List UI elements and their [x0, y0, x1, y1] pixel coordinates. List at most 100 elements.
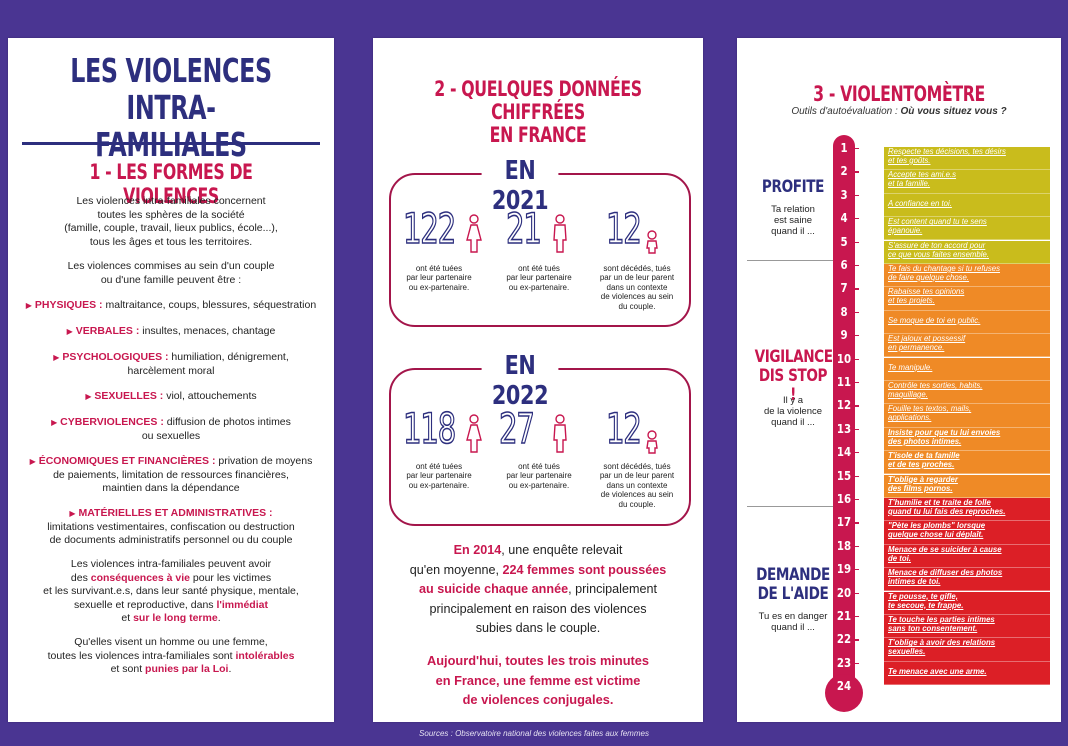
zone-text: Ta relation est saine quand il ...: [745, 204, 841, 237]
form-psychologiques: ▶ PSYCHOLOGIQUES : humiliation, dénigrem…: [20, 351, 322, 378]
scale-item: Insiste pour que tu lui envoies des photo…: [884, 427, 1050, 451]
item-text: Accepte tes ami.e.s: [888, 170, 957, 180]
scale-item: T'oblige à regarder des films pornos.: [884, 474, 1050, 498]
text-span: sexuelle et reproductive, dans: [74, 598, 217, 611]
scale-item: Est jaloux et possessif en permanence.: [884, 334, 1050, 358]
item-text: Te fais du chantage si tu refuses: [888, 264, 1000, 273]
zone-separator: [747, 260, 837, 261]
scale-number: 10: [836, 351, 852, 366]
zone-line: est saine: [773, 215, 813, 226]
intro2-line: Les violences commises au sein d'un coup…: [67, 260, 275, 272]
man-figure-icon: [553, 214, 567, 253]
scale-number: 17: [836, 515, 852, 530]
item-text: Fouille tes textos, mails,: [888, 404, 972, 414]
woman-figure-icon: [466, 214, 482, 253]
form-label: PHYSIQUES :: [34, 299, 103, 311]
scale-tick: [854, 545, 859, 547]
woman-figure-icon: [466, 414, 482, 453]
caption-line: du couple.: [618, 301, 656, 311]
caption-line: de violences au sein: [600, 292, 674, 302]
zone-line: de la violence: [763, 406, 823, 417]
scale-item: Est content quand tu te sens épanouie.: [884, 217, 1050, 241]
caption-line: ou ex-partenaire.: [408, 480, 470, 490]
scale-item: Menace de diffuser des photos intimes de …: [884, 568, 1050, 592]
item-text: T'humilie et te traite de folle: [888, 498, 991, 507]
scale-item: "Pète les plombs" lorsque quelque chose l…: [884, 521, 1050, 545]
caption-line: ont été tuées: [415, 264, 463, 273]
triangle-bullet-icon: ▶: [29, 457, 36, 466]
text-line: subies dans le couple.: [475, 621, 601, 635]
form-physiques: ▶ PHYSIQUES : maltraitance, coups, bless…: [20, 299, 322, 313]
intro-line: toutes les sphères de la société: [97, 208, 245, 221]
scale-item: Te pousse, te gifle, te secoue, te frappe…: [884, 591, 1050, 615]
sources-note: Sources : Observatoire national des viol…: [419, 729, 649, 738]
zone-line: quand il ...: [771, 622, 815, 633]
caption-line: dans un contexte: [606, 480, 668, 490]
scale-item: T'oblige à avoir des relations sexuelles.: [884, 638, 1050, 662]
scale-number: 19: [836, 562, 852, 577]
form-text: maintien dans la dépendance: [102, 482, 240, 495]
item-text: Est jaloux et possessif: [888, 334, 966, 344]
scale-number: 7: [840, 281, 848, 296]
zone-line: Il y a: [782, 395, 804, 406]
stat-caption: ont été tués par leur partenaire ou ex-p…: [491, 264, 587, 292]
scale-number: 18: [836, 538, 852, 553]
item-text: quelque chose lui déplaît.: [888, 530, 984, 540]
scale-tick: [854, 475, 859, 477]
item-text: et de tes proches.: [888, 460, 955, 470]
item-text: sexuelles.: [888, 647, 926, 657]
text-line: principalement en raison des violences: [429, 601, 647, 616]
item-text: Te manipule.: [888, 362, 933, 372]
form-text: de documents administratifs personnel ou…: [49, 534, 293, 547]
intro2-line: ou d'une famille peuvent être :: [100, 273, 242, 286]
form-label: ÉCONOMIQUES ET FINANCIÈRES :: [38, 455, 216, 467]
scale-tick: [854, 148, 859, 150]
item-text: T'oblige à regarder: [888, 474, 958, 484]
zone-heading-profite: PROFITE: [761, 177, 825, 197]
scale-number: 21: [836, 609, 852, 623]
form-label: SEXUELLES :: [94, 390, 164, 402]
zone-separator: [747, 506, 837, 507]
title-line-2: INTRA-FAMILIALES: [95, 88, 247, 164]
scale-item: Fouille tes textos, mails, applications.: [884, 404, 1050, 428]
form-label: PSYCHOLOGIQUES :: [62, 351, 169, 363]
item-text: et tes projets.: [888, 296, 935, 306]
triangle-bullet-icon: ▶: [51, 418, 58, 427]
scale-tick: [854, 171, 859, 173]
emphasis: 224 femmes sont poussées: [502, 562, 667, 577]
scale-item: Respecte tes décisions, tes désirs et tes…: [884, 147, 1050, 171]
text-span: Outils d'autoévaluation :: [791, 106, 901, 117]
form-text: viol, attouchements: [166, 390, 257, 402]
text-span: , une enquête relevait: [501, 543, 623, 557]
scale-number: 12: [836, 398, 852, 413]
triangle-bullet-icon: ▶: [85, 392, 92, 401]
scale-item: Rabaisse tes opinions et tes projets.: [884, 287, 1050, 311]
thermometer-tube: [833, 135, 855, 707]
emphasis: conséquences à vie: [90, 571, 190, 584]
item-text: Respecte tes décisions, tes désirs: [888, 147, 1006, 156]
caption-line: ou ex-partenaire.: [408, 282, 470, 292]
scale-number: 1: [840, 141, 848, 155]
triangle-bullet-icon: ▶: [53, 353, 60, 362]
stat-number: 12: [605, 204, 642, 253]
scale-item: T'isole de ta famille et de tes proches.: [884, 451, 1050, 475]
violentometre-subtitle: Outils d'autoévaluation : Où vous situez…: [737, 106, 1061, 117]
panel-violentometre: 3 - VIOLENTOMÈTRE Outils d'autoévaluatio…: [737, 38, 1061, 722]
text-line: en France, une femme est victime: [435, 672, 641, 688]
scale-number: 20: [836, 585, 852, 600]
item-text: A confiance en toi.: [888, 198, 952, 208]
scale-tick: [854, 639, 859, 641]
scale-number: 14: [836, 445, 852, 460]
scale-tick: [854, 241, 859, 243]
zone-heading-line: DEMANDE: [756, 565, 830, 585]
scale-tick: [854, 194, 859, 196]
text-span: .: [228, 663, 232, 676]
item-text: de faire quelque chose.: [888, 272, 970, 282]
item-text: épanouie.: [888, 226, 923, 236]
intro-line: Les violences intra-familiales concernen…: [76, 195, 266, 207]
survey-paragraph: En 2014, une enquête relevait qu'en moye…: [387, 541, 689, 639]
scale-tick: [854, 686, 859, 688]
item-text: Menace de diffuser des photos: [888, 568, 1003, 578]
item-text: des photos intimes.: [888, 436, 962, 446]
scale-number: 8: [840, 304, 848, 319]
